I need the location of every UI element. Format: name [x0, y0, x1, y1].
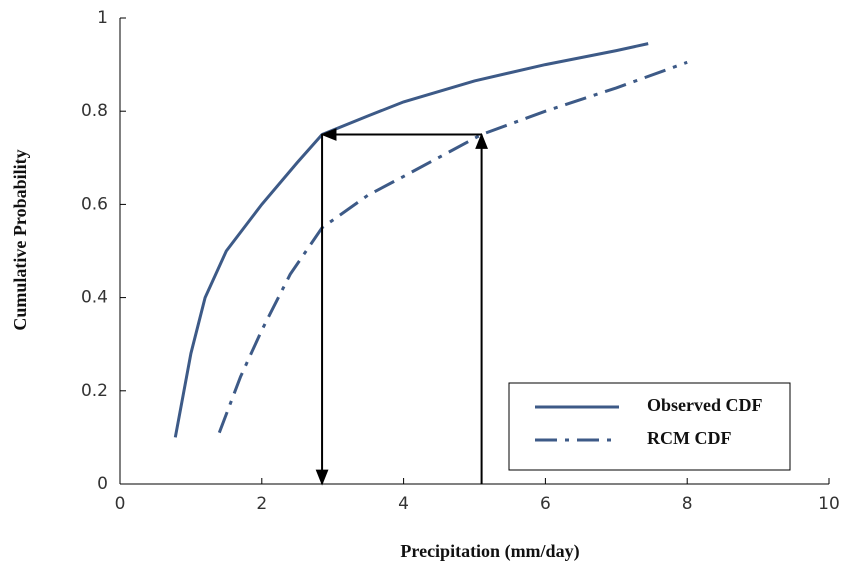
- y-tick-label: 0.8: [81, 101, 108, 121]
- legend-box: [508, 382, 791, 471]
- x-tick-label: 6: [540, 494, 551, 514]
- series-line: [173, 42, 649, 438]
- x-tick-label: 4: [398, 494, 409, 514]
- y-tick-label: 0.2: [81, 381, 108, 401]
- x-tick-label: 8: [682, 494, 693, 514]
- y-tick-label: 0.6: [81, 194, 108, 214]
- y-tick-label: 1: [97, 8, 108, 28]
- x-tick-label: 10: [818, 494, 840, 514]
- legend-label: RCM CDF: [647, 428, 731, 448]
- y-tick-label: 0: [97, 474, 108, 494]
- y-tick-label: 0.4: [81, 288, 108, 308]
- legend-label: Observed CDF: [647, 395, 763, 415]
- x-tick-label: 0: [115, 494, 126, 514]
- y-axis-label: Cumulative Probability: [10, 149, 30, 330]
- series-line: [217, 60, 688, 434]
- x-axis-label: Precipitation (mm/day): [400, 541, 579, 562]
- x-tick-label: 2: [256, 494, 267, 514]
